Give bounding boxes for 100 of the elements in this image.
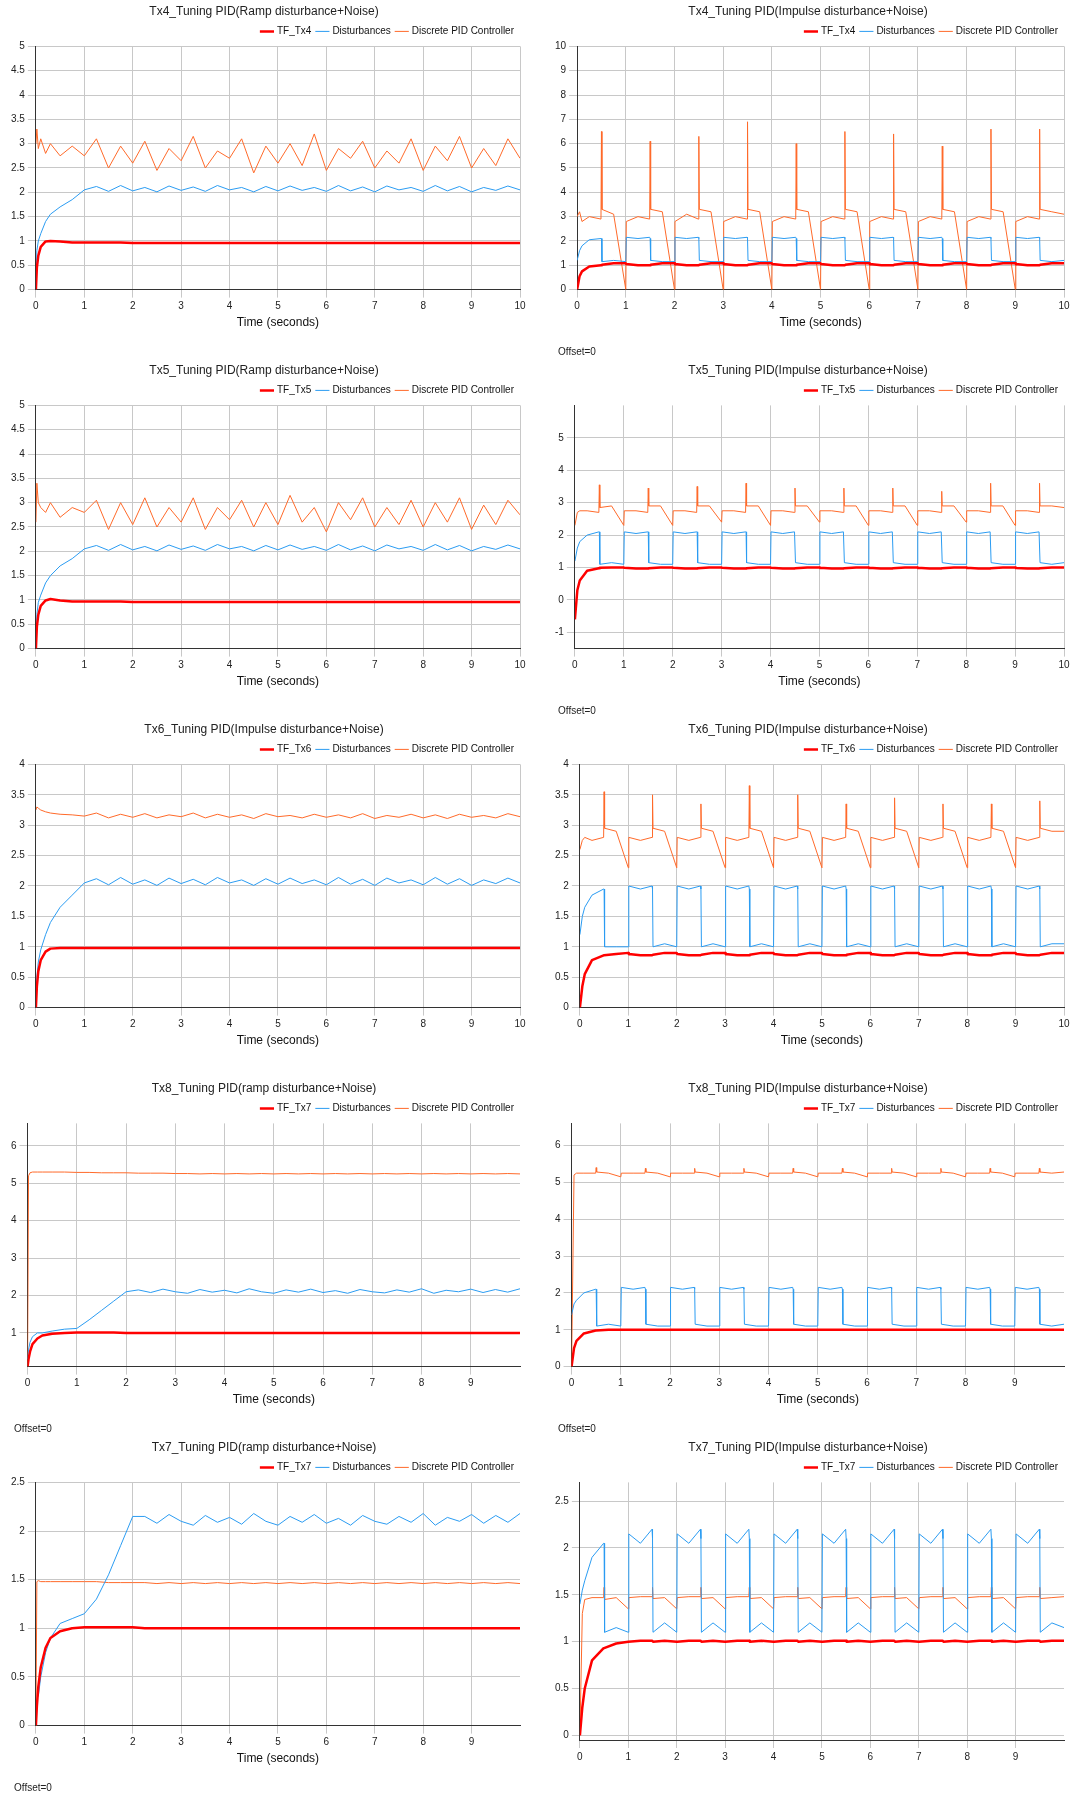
- x-tick-label: 6: [320, 1377, 327, 1389]
- x-tick-label: 7: [915, 300, 922, 312]
- y-tick-label: 1: [11, 1326, 17, 1338]
- x-tick-label: 4: [226, 300, 233, 312]
- y-tick-label: 1: [563, 1635, 570, 1647]
- y-tick-label: 3: [19, 818, 26, 830]
- text: Offset=0: [14, 1782, 52, 1793]
- x-tick-label: 8: [964, 1018, 971, 1030]
- x-tick-label: 9: [1012, 1018, 1019, 1030]
- chart-title: Tx4_Tuning PID(Impulse disturbance+Noise): [688, 3, 928, 18]
- x-tick-label: 6: [323, 659, 330, 671]
- y-tick-label: 3: [560, 210, 567, 222]
- x-tick-label: 3: [718, 659, 725, 671]
- text: Offset=0: [14, 1423, 52, 1434]
- y-tick-label: 0.5: [555, 1682, 570, 1694]
- x-tick-label: 9: [1012, 659, 1019, 671]
- x-tick-label: 1: [81, 1018, 88, 1030]
- legend-label: TF_Tx7: [820, 1102, 856, 1114]
- x-tick-label: 2: [667, 1377, 674, 1389]
- x-tick-label: 8: [963, 300, 970, 312]
- x-tick-label: 7: [371, 659, 378, 671]
- x-tick-label: 0: [577, 1750, 584, 1762]
- y-tick-label: 6: [11, 1139, 17, 1151]
- y-tick-label: 2: [19, 186, 26, 198]
- x-axis-title: Time (seconds): [236, 315, 320, 330]
- y-tick-label: 3.5: [11, 788, 26, 800]
- chart-title: Tx8_Tuning PID(Impulse disturbance+Noise): [688, 1080, 928, 1095]
- text: Offset=0: [558, 346, 596, 357]
- y-tick-label: 1.5: [555, 1588, 570, 1600]
- y-tick-label: 4: [19, 447, 26, 459]
- x-tick-label: 3: [178, 1018, 185, 1030]
- y-tick-label: 5: [555, 1176, 561, 1188]
- x-tick-label: 6: [867, 1750, 874, 1762]
- chart-title: Tx7_Tuning PID(Impulse disturbance+Noise): [688, 1439, 928, 1454]
- y-tick-label: 4.5: [11, 64, 26, 76]
- x-tick-label: 5: [275, 1018, 282, 1030]
- legend-label: Disturbances: [876, 384, 935, 396]
- y-tick-label: 2.5: [11, 849, 26, 861]
- y-tick-label: 2.5: [11, 520, 26, 532]
- x-tick-label: 1: [625, 1750, 632, 1762]
- x-tick-label: 10: [1058, 1018, 1070, 1030]
- y-tick-label: 0: [560, 283, 567, 295]
- legend-label: TF_Tx5: [820, 384, 856, 396]
- y-tick-label: 4: [563, 758, 570, 770]
- y-tick-label: 1: [560, 259, 567, 271]
- y-tick-label: 1: [558, 561, 565, 573]
- legend-label: Disturbances: [876, 1461, 935, 1473]
- y-tick-label: 2: [19, 545, 26, 557]
- y-tick-label: 0: [19, 1719, 26, 1731]
- x-axis-title: Time (seconds): [236, 1751, 320, 1766]
- x-tick-label: 7: [369, 1377, 376, 1389]
- legend-label: TF_Tx6: [820, 743, 856, 755]
- y-tick-label: 4: [11, 1214, 17, 1226]
- x-tick-label: 8: [418, 1377, 425, 1389]
- x-tick-label: 3: [722, 1018, 729, 1030]
- x-tick-label: 4: [221, 1377, 228, 1389]
- x-axis-title: Time (seconds): [776, 1392, 859, 1407]
- legend-label: Discrete PID Controller: [411, 25, 515, 37]
- y-tick-label: 1: [19, 593, 26, 605]
- x-tick-label: 3: [178, 1736, 185, 1748]
- x-tick-label: 0: [33, 1018, 40, 1030]
- y-tick-label: 1.5: [11, 569, 26, 581]
- y-tick-label: 2: [19, 1524, 26, 1536]
- y-tick-label: 2: [11, 1289, 17, 1301]
- x-tick-label: 5: [271, 1377, 277, 1389]
- y-tick-label: 4: [19, 758, 26, 770]
- x-tick-label: 8: [420, 1736, 427, 1748]
- x-tick-label: 10: [1058, 659, 1070, 671]
- x-tick-label: 10: [514, 300, 526, 312]
- legend-label: Discrete PID Controller: [411, 1461, 515, 1473]
- x-tick-label: 3: [178, 659, 185, 671]
- x-tick-label: 2: [671, 300, 678, 312]
- y-tick-label: 2.5: [11, 161, 26, 173]
- x-tick-label: 1: [625, 1018, 632, 1030]
- x-tick-label: 8: [962, 1377, 969, 1389]
- y-tick-label: -1: [554, 626, 565, 638]
- x-tick-label: 6: [323, 1018, 330, 1030]
- text: Offset=0: [558, 705, 596, 716]
- y-tick-label: 2: [563, 1541, 570, 1553]
- y-tick-label: 4: [19, 88, 26, 100]
- x-tick-label: 1: [618, 1377, 625, 1389]
- y-tick-label: 2: [563, 879, 570, 891]
- x-axis-title: Time (seconds): [780, 1033, 864, 1048]
- x-tick-label: 5: [819, 1750, 826, 1762]
- legend-label: Discrete PID Controller: [955, 25, 1059, 37]
- y-tick-label: 2: [555, 1286, 561, 1298]
- chart-title: Tx6_Tuning PID(Impulse disturbance+Noise): [688, 721, 928, 736]
- x-axis-title: Time (seconds): [236, 1033, 320, 1048]
- y-tick-label: 0: [555, 1360, 561, 1372]
- x-tick-label: 3: [716, 1377, 723, 1389]
- x-axis-title: Time (seconds): [779, 315, 862, 330]
- legend-label: TF_Tx5: [276, 384, 312, 396]
- y-tick-label: 0.5: [11, 1670, 26, 1682]
- y-tick-label: 3.5: [555, 788, 570, 800]
- legend-label: TF_Tx7: [276, 1102, 312, 1114]
- x-tick-label: 0: [572, 659, 579, 671]
- x-tick-label: 2: [129, 1018, 136, 1030]
- x-axis-title: Time (seconds): [236, 674, 320, 689]
- legend-label: TF_Tx6: [276, 743, 312, 755]
- y-tick-label: 0.5: [11, 618, 26, 630]
